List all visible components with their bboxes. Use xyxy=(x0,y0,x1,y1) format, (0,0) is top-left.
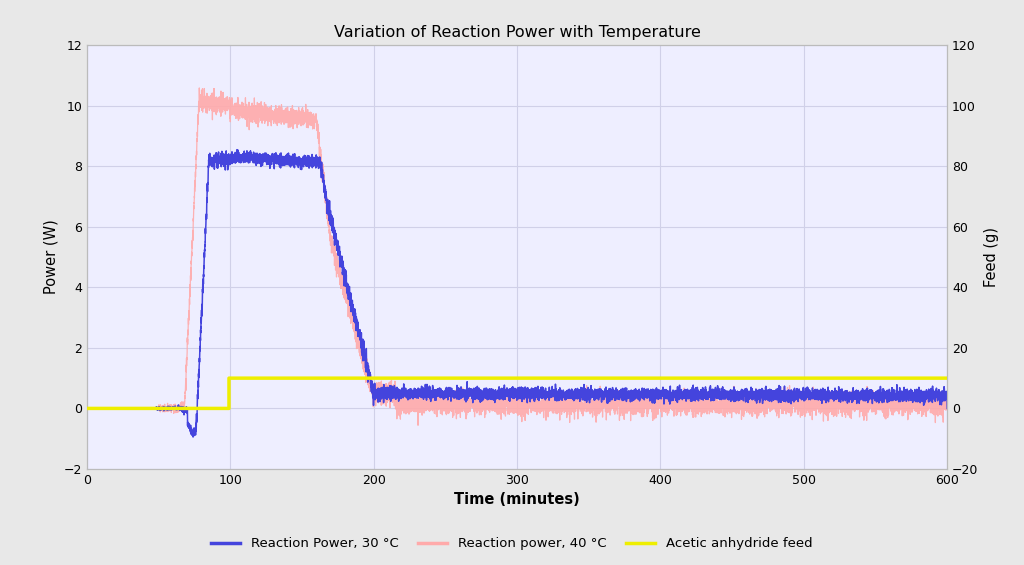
Y-axis label: Power (W): Power (W) xyxy=(43,220,58,294)
Title: Variation of Reaction Power with Temperature: Variation of Reaction Power with Tempera… xyxy=(334,25,700,40)
Legend: Reaction Power, 30 °C, Reaction power, 40 °C, Acetic anhydride feed: Reaction Power, 30 °C, Reaction power, 4… xyxy=(206,532,818,555)
X-axis label: Time (minutes): Time (minutes) xyxy=(455,492,580,507)
Y-axis label: Feed (g): Feed (g) xyxy=(984,227,999,287)
